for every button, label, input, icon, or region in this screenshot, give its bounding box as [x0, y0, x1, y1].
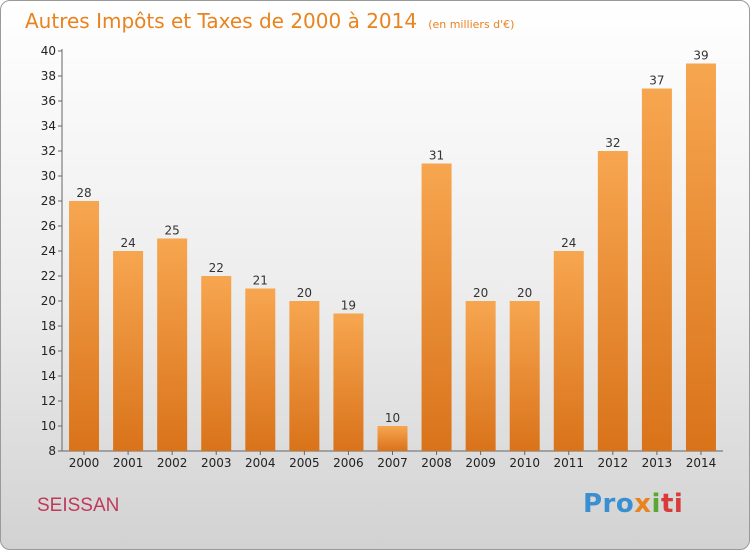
bar [113, 251, 144, 451]
x-tick-label: 2011 [553, 456, 584, 470]
bar [597, 151, 628, 451]
commune-name: SEISSAN [37, 495, 120, 516]
y-tick-label: 34 [41, 119, 56, 133]
bar-value-label: 20 [517, 286, 532, 300]
bar-value-label: 31 [429, 149, 444, 163]
x-tick-label: 2008 [421, 456, 452, 470]
bar [377, 426, 408, 451]
x-tick-label: 2004 [245, 456, 276, 470]
y-tick-label: 32 [41, 144, 56, 158]
x-tick-label: 2002 [157, 456, 188, 470]
y-tick-label: 40 [41, 44, 56, 58]
bar [157, 238, 188, 451]
logo-part: i [651, 489, 661, 519]
logo-part: ti [660, 489, 684, 519]
chart-title-main: Autres Impôts et Taxes de 2000 à 2014 [25, 9, 418, 33]
y-tick-label: 14 [41, 369, 56, 383]
x-tick-label: 2012 [598, 456, 629, 470]
bar-value-label: 25 [165, 224, 180, 238]
y-tick-label: 28 [41, 194, 56, 208]
chart-title: Autres Impôts et Taxes de 2000 à 2014 (e… [25, 9, 514, 33]
bar-value-label: 22 [209, 261, 224, 275]
proxiti-logo: Proxiti [583, 489, 683, 519]
x-tick-label: 2005 [289, 456, 320, 470]
bar [685, 63, 716, 451]
y-tick-label: 24 [41, 244, 56, 258]
bar-value-label: 39 [693, 49, 708, 63]
x-tick-label: 2001 [113, 456, 144, 470]
y-tick-label: 10 [41, 419, 56, 433]
bars: 28 24 25 22 21 20 19 10 31 20 20 24 32 37 39 [69, 49, 716, 451]
x-axis-ticks: 2000 2001 2002 2003 2004 2005 2006 2007 2008 2009… [69, 451, 716, 470]
logo-part: x [634, 489, 652, 519]
y-tick-label: 18 [41, 319, 56, 333]
x-tick-label: 2007 [377, 456, 408, 470]
y-tick-label: 22 [41, 269, 56, 283]
bar-value-label: 21 [253, 274, 268, 288]
bar [553, 251, 584, 451]
x-tick-label: 2000 [69, 456, 100, 470]
bar-value-label: 24 [120, 236, 135, 250]
bar-value-label: 20 [473, 286, 488, 300]
x-tick-label: 2009 [465, 456, 496, 470]
y-tick-label: 8 [48, 444, 56, 458]
bar-value-label: 37 [649, 74, 664, 88]
bar [245, 288, 276, 451]
y-tick-label: 36 [41, 94, 56, 108]
y-tick-label: 16 [41, 344, 56, 358]
x-tick-label: 2010 [509, 456, 540, 470]
x-tick-label: 2014 [686, 456, 717, 470]
x-tick-label: 2013 [642, 456, 673, 470]
y-tick-label: 38 [41, 69, 56, 83]
y-tick-label: 26 [41, 219, 56, 233]
bar-value-label: 32 [605, 136, 620, 150]
bar-value-label: 10 [385, 411, 400, 425]
y-axis-ticks: 8 10 12 14 16 18 20 22 24 26 28 30 32 34 36 38 40 [41, 44, 62, 458]
x-tick-label: 2003 [201, 456, 232, 470]
y-tick-label: 30 [41, 169, 56, 183]
bar [69, 201, 100, 451]
bar-value-label: 20 [297, 286, 312, 300]
bar [421, 163, 452, 451]
bar [289, 301, 320, 451]
chart-unit: (en milliers d'€) [428, 18, 515, 31]
bar-value-label: 28 [76, 186, 91, 200]
y-tick-label: 12 [41, 394, 56, 408]
logo-part: Pro [583, 489, 635, 519]
x-tick-label: 2006 [333, 456, 364, 470]
bar [333, 313, 364, 451]
bar-value-label: 24 [561, 236, 576, 250]
bar [509, 301, 540, 451]
y-tick-label: 20 [41, 294, 56, 308]
bar [465, 301, 496, 451]
bar [641, 88, 672, 451]
bar-value-label: 19 [341, 299, 356, 313]
bar [201, 276, 232, 451]
